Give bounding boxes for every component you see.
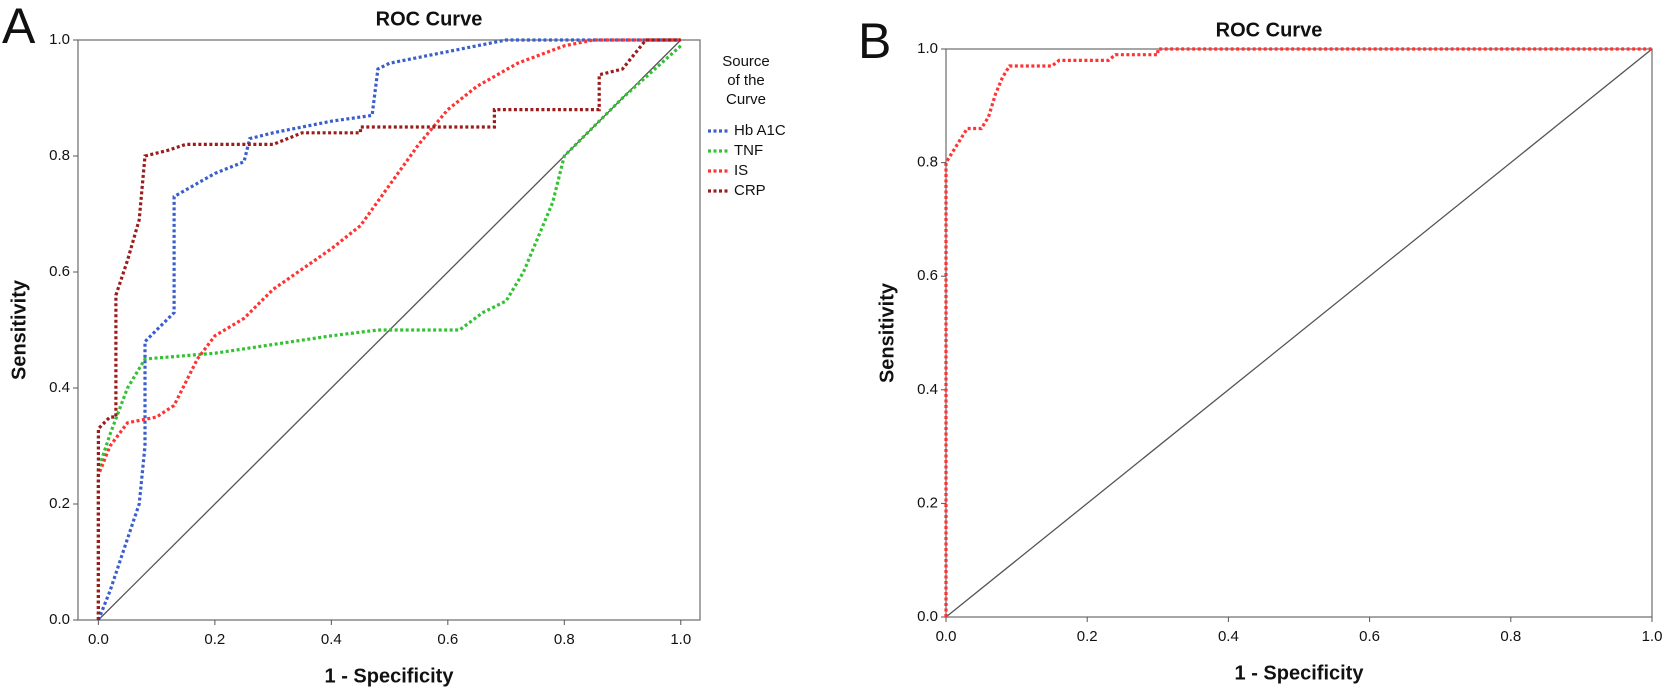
- roc-curve: [96, 38, 681, 620]
- x-tick-label: 0.6: [1359, 628, 1380, 645]
- x-tick-label: 0.6: [437, 631, 458, 648]
- x-axis-label: 1 - Specificity: [325, 665, 455, 687]
- y-axis-label: Sensitivity: [8, 279, 30, 380]
- y-tick-label: 1.0: [917, 40, 938, 57]
- y-tick-label: 0.6: [49, 263, 70, 280]
- legend-title: Source: [722, 53, 770, 70]
- legend-title: Curve: [726, 91, 766, 108]
- y-tick-label: 0.0: [49, 611, 70, 628]
- plot-frame: [77, 39, 701, 621]
- x-tick-label: 0.8: [554, 631, 575, 648]
- panel-label: B: [858, 13, 891, 69]
- x-tick-label: 0.2: [204, 631, 225, 648]
- y-tick-label: 0.8: [49, 147, 70, 164]
- y-tick-label: 0.6: [917, 267, 938, 284]
- legend-label: IS: [734, 162, 748, 179]
- x-tick-label: 0.2: [1077, 628, 1098, 645]
- y-tick-label: 0.2: [917, 494, 938, 511]
- x-tick-label: 0.4: [1218, 628, 1239, 645]
- panel-label: A: [2, 0, 36, 54]
- roc-curve: [96, 38, 681, 621]
- x-tick-label: 1.0: [1642, 628, 1663, 645]
- y-tick-label: 0.4: [917, 381, 938, 398]
- chart-title: ROC Curve: [376, 8, 483, 30]
- y-tick-label: 0.2: [49, 495, 70, 512]
- x-axis-label: 1 - Specificity: [1235, 662, 1365, 684]
- roc-curve: [96, 44, 682, 620]
- y-tick-label: 0.8: [917, 154, 938, 171]
- legend-label: TNF: [734, 142, 763, 159]
- roc-curve: [96, 38, 681, 620]
- legend-label: CRP: [734, 182, 766, 199]
- y-tick-label: 0.4: [49, 379, 70, 396]
- x-tick-label: 0.4: [321, 631, 342, 648]
- legend-title: of the: [727, 72, 765, 89]
- x-tick-label: 0.0: [88, 631, 109, 648]
- legend-label: Hb A1C: [734, 122, 786, 139]
- x-tick-label: 0.8: [1500, 628, 1521, 645]
- y-tick-label: 1.0: [49, 31, 70, 48]
- x-tick-label: 0.0: [936, 628, 957, 645]
- y-tick-label: 0.0: [917, 608, 938, 625]
- x-tick-label: 1.0: [670, 631, 691, 648]
- reference-line: [945, 48, 1653, 618]
- y-axis-label: Sensitivity: [876, 282, 898, 383]
- chart-title: ROC Curve: [1216, 19, 1323, 41]
